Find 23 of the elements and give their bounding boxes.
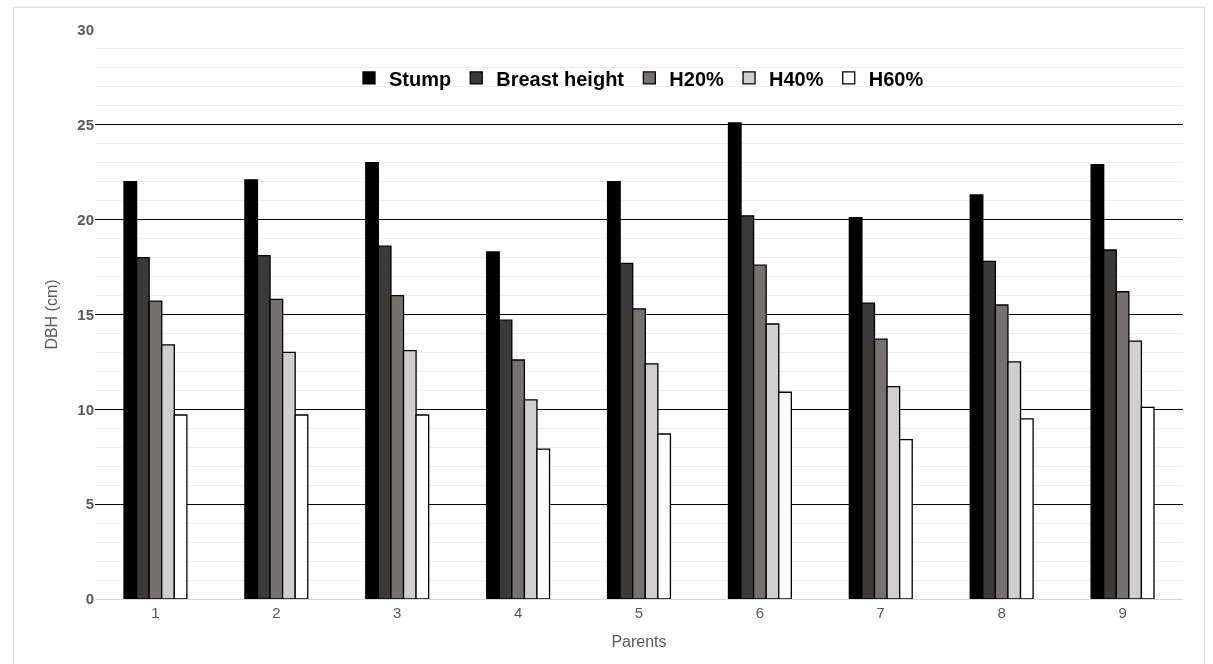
y-tick-label: 10 [77,400,94,418]
y-tick-label: 30 [77,21,94,39]
x-tick-label: 1 [151,604,160,621]
legend-label: Stump [389,67,452,90]
x-tick-label: 9 [1118,604,1127,621]
y-tick-label: 25 [77,116,94,134]
x-tick-label: 7 [876,604,885,621]
x-tick-label: 2 [272,604,281,621]
y-axis-title: DBH (cm) [43,279,61,350]
y-tick-label: 15 [77,305,94,323]
legend-label: H60% [868,67,924,90]
x-tick-label: 8 [997,604,1006,621]
y-tick-label: 0 [85,590,94,608]
y-tick-label: 5 [85,495,94,513]
x-axis-title: Parents [611,632,667,650]
x-tick-label: 5 [634,604,644,621]
x-tick-label: 4 [513,604,523,621]
x-tick-label: 6 [755,604,765,621]
legend-label: H40% [769,67,824,90]
y-tick-label: 20 [77,210,94,228]
legend-label: H20% [669,67,725,90]
x-tick-label: 3 [393,604,402,621]
legend-label: Breast height [496,67,625,90]
